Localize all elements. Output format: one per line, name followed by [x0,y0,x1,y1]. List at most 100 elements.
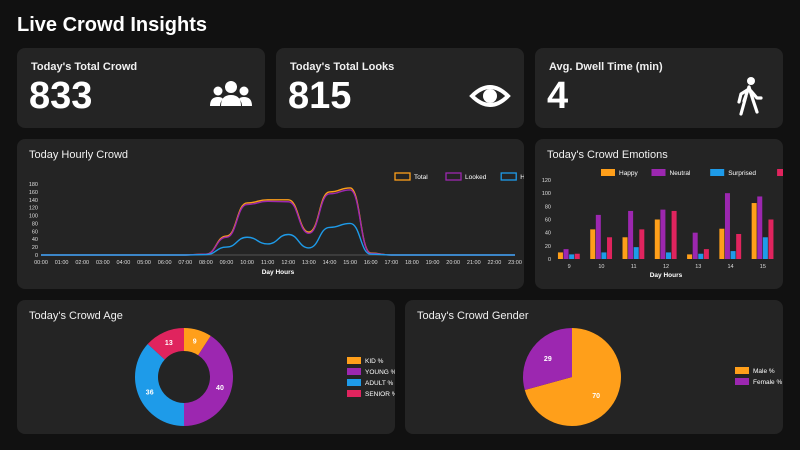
x-tick-label: 05:00 [137,260,151,266]
x-tick-label: 04:00 [117,260,131,266]
legend-label: SENIOR % [365,391,395,398]
bar-surprised [698,253,704,259]
kpi-value: 4 [547,75,569,117]
legend-label: Surprised [728,170,756,177]
legend-label: ADULT % [365,380,394,387]
bar-surprised [666,252,671,259]
legend-swatch [347,357,361,364]
bar-angry [768,219,774,259]
y-tick-label: 60 [545,218,551,224]
legend-swatch [735,378,749,385]
y-tick-label: 0 [35,253,38,259]
legend-swatch [777,169,783,176]
crowd-gender-chart: 70 29 Male % Female % [523,328,782,426]
x-tick-label: 11 [631,264,637,270]
slice-label: 13 [165,340,173,347]
legend-label: Happy [520,174,524,181]
legend-label: Happy [619,170,639,177]
legend-label: Male % [753,368,775,375]
y-tick-label: 80 [545,204,551,210]
y-tick-label: 40 [32,237,38,243]
crowd-age-title: Today's Crowd Age [29,310,123,322]
bar-happy [719,228,725,259]
y-tick-label: 100 [29,214,38,220]
x-tick-label: 21:00 [467,260,481,266]
bar-happy [622,237,628,259]
bar-surprised [762,237,768,259]
slice-label: 29 [544,356,552,363]
x-tick-label: 14 [728,264,734,270]
x-tick-label: 01:00 [55,260,69,266]
x-tick-label: 07:00 [178,260,192,266]
bar-happy [687,254,693,259]
bar-surprised [601,252,607,259]
x-tick-label: 18:00 [405,260,419,266]
y-tick-label: 160 [29,190,38,196]
legend-swatch [445,172,462,181]
bar-angry [671,210,677,259]
legend-label: YOUNG % [365,369,395,376]
slice-senior [147,328,184,360]
x-tick-label: 12:00 [281,260,295,266]
bar-surprised [633,247,639,259]
legend-swatch [601,169,615,176]
slice-label: 40 [216,385,224,392]
legend-swatch [347,368,361,375]
bar-neutral [724,193,730,259]
bar-neutral [628,210,634,259]
crowd-gender-card: Today's Crowd Gender 70 29 Male % Female % [405,300,783,434]
x-tick-label: 17:00 [384,260,398,266]
bar-happy [590,229,596,259]
x-tick-label: 19:00 [426,260,440,266]
bar-neutral [692,232,698,259]
kpi-card-total-looks: Today's Total Looks 815 [276,48,524,128]
x-tick-label: 23:00 [508,260,522,266]
crowd-emotions-chart: 0 20 40 60 80 100 120 9 10 11 12 13 14 15 Day Hours Hap… [542,169,783,279]
bar-angry [607,237,613,259]
x-tick-label: 11:00 [261,260,274,266]
group-icon [210,81,252,106]
eye-icon [469,85,511,107]
slice-female [523,328,572,391]
y-tick-label: 0 [548,257,551,263]
bar-angry [574,253,580,259]
crowd-emotions-card: Today's Crowd Emotions 0 20 40 60 80 100 120 9 1… [535,139,783,289]
bar-surprised [730,251,736,259]
y-tick-label: 20 [545,244,551,250]
legend-swatch [651,169,666,176]
series-line-happy [40,222,515,256]
x-tick-label: 06:00 [158,260,172,266]
y-tick-label: 20 [32,245,38,251]
legend-label: Neutral [670,170,692,177]
slice-kid [184,328,211,356]
bar-angry [703,249,709,259]
hourly-crowd-card: Today Hourly Crowd 0 20 40 60 80 100 120 140 160… [17,139,524,289]
hourly-crowd-title: Today Hourly Crowd [29,149,129,161]
legend-label: Female % [753,379,782,386]
x-tick-label: 13:00 [302,260,316,266]
slice-young [184,335,233,426]
crowd-age-chart: 9 40 36 13 KID % YOUNG % ADULT % SENIOR % [135,328,395,426]
x-tick-label: 16:00 [364,260,378,266]
y-tick-label: 120 [29,206,38,212]
bar-neutral [660,209,666,259]
x-tick-label: 02:00 [75,260,89,266]
legend-label: Looked [465,174,487,181]
y-tick-label: 80 [32,221,38,227]
legend-swatch [394,172,411,181]
x-tick-label: 10 [598,264,604,270]
kpi-card-dwell-time: Avg. Dwell Time (min) 4 [535,48,783,128]
bar-happy [751,203,757,259]
slice-label: 70 [592,393,600,400]
kpi-label: Today's Total Looks [290,61,395,73]
bar-neutral [563,249,569,259]
kpi-label: Avg. Dwell Time (min) [549,61,663,73]
bar-surprised [569,254,575,259]
x-axis-label: Day Hours [650,272,683,279]
bar-happy [654,219,660,259]
x-tick-label: 14:00 [323,260,337,266]
bar-neutral [757,196,763,259]
bar-happy [557,252,563,259]
kpi-value: 815 [288,75,352,117]
walking-person-icon [737,77,763,116]
